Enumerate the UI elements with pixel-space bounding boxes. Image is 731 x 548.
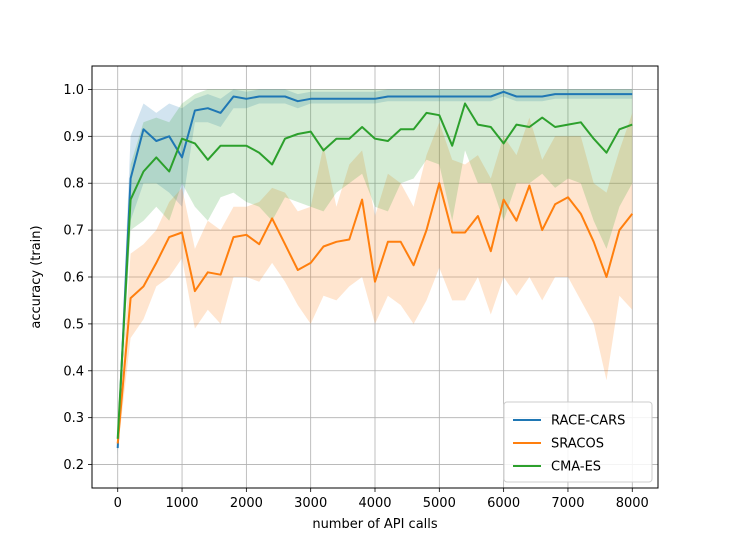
x-tick-label: 6000 xyxy=(487,496,520,511)
x-tick-label: 4000 xyxy=(358,496,391,511)
y-tick-label: 0.5 xyxy=(63,317,84,332)
legend-label-race-cars: RACE-CARS xyxy=(551,414,625,429)
axis-ticks: 0 1000 2000 3000 4000 5000 6000 7000 8000 0.2 0.3 0… xyxy=(63,83,649,511)
cma-es-band xyxy=(117,89,633,446)
legend-box xyxy=(503,401,653,483)
x-tick-label: 7000 xyxy=(551,496,584,511)
x-tick-label: 8000 xyxy=(616,496,649,511)
y-tick-label: 0.6 xyxy=(63,271,84,286)
sracos-line xyxy=(116,182,634,444)
race-cars-band xyxy=(117,89,633,456)
x-tick-label: 1000 xyxy=(165,496,198,511)
x-tick-label: 0 xyxy=(114,496,122,511)
legend: RACE-CARS SRACOS CMA-ES xyxy=(503,401,653,483)
y-tick-label: 0.8 xyxy=(63,177,84,192)
x-axis-label: number of API calls xyxy=(312,517,438,532)
y-tick-label: 0.9 xyxy=(63,130,84,145)
cma-es-line xyxy=(116,102,633,439)
x-tick-label: 2000 xyxy=(230,496,263,511)
y-tick-label: 0.7 xyxy=(63,224,84,239)
y-tick-label: 0.4 xyxy=(63,364,84,379)
series-lines xyxy=(116,90,634,449)
x-tick-label: 3000 xyxy=(294,496,327,511)
y-axis-label: accuracy (train) xyxy=(29,225,44,328)
x-tick-label: 5000 xyxy=(423,496,456,511)
race-cars-line xyxy=(116,90,633,449)
legend-label-cma-es: CMA-ES xyxy=(551,460,601,475)
legend-label-sracos: SRACOS xyxy=(551,437,604,452)
y-tick-label: 0.3 xyxy=(63,411,84,426)
y-tick-label: 0.2 xyxy=(63,458,84,473)
y-tick-label: 1.0 xyxy=(63,83,84,98)
